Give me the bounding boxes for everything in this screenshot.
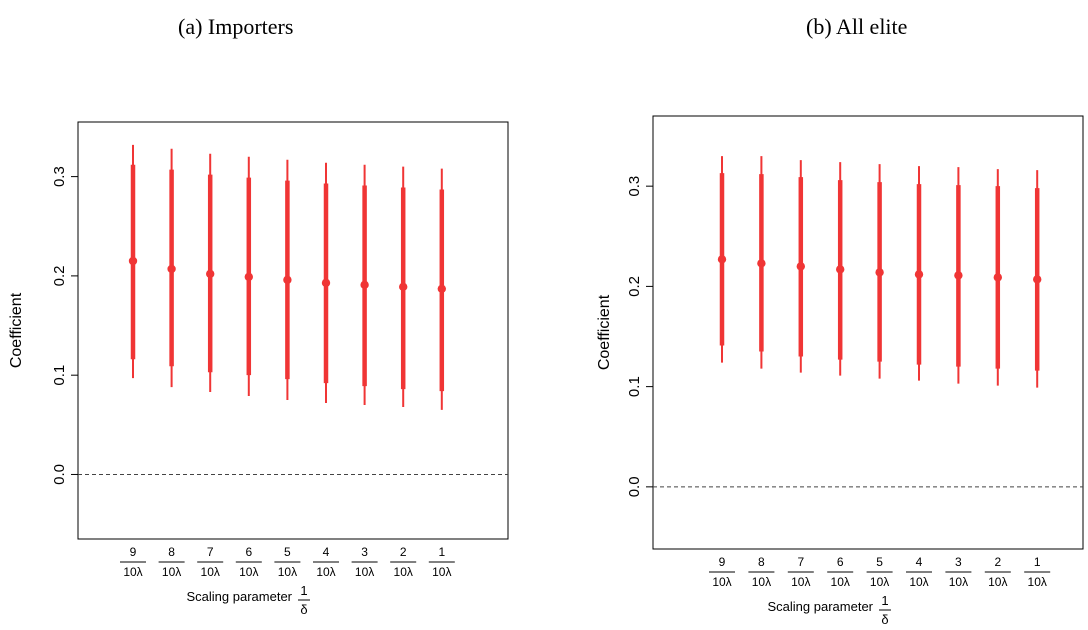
chart-b-point xyxy=(796,262,805,271)
chart-a-point xyxy=(206,269,215,279)
chart-a-xtick-den: 10λ xyxy=(162,565,181,579)
chart-b-xtick-den: 10λ xyxy=(909,575,928,589)
chart-a-xtick-num: 6 xyxy=(245,545,252,559)
chart-a-xtick-den: 10λ xyxy=(239,565,258,579)
chart-a-point xyxy=(244,272,253,282)
chart-b-point xyxy=(954,271,963,280)
chart-a-point xyxy=(283,275,292,285)
chart-a-point xyxy=(437,284,446,293)
chart-a-xlabel-num: 1 xyxy=(300,583,307,598)
chart-a-ylabel: Coefficient xyxy=(8,292,25,368)
chart-b-point xyxy=(717,255,727,264)
chart-a-xtick-num: 2 xyxy=(400,545,407,559)
chart-b-xlabel-den: δ xyxy=(881,612,888,627)
chart-a-plot-frame xyxy=(77,121,509,540)
chart-a-point xyxy=(399,282,408,292)
chart-a-xtick-num: 8 xyxy=(168,545,175,559)
chart-a-ytick-label: 0.0 xyxy=(51,464,68,485)
chart-a-xtick-den: 10λ xyxy=(201,565,220,579)
chart-a-xtick-den: 10λ xyxy=(316,565,335,579)
chart-b-point xyxy=(836,265,845,274)
chart-b-xtick-num: 8 xyxy=(758,555,765,569)
chart-a-title: (a) Importers xyxy=(178,14,294,39)
chart-b-xtick-den: 10λ xyxy=(1028,575,1047,589)
chart-b-xtick-den: 10λ xyxy=(831,575,850,589)
chart-b-title: (b) All elite xyxy=(806,14,908,39)
chart-a-xtick-den: 10λ xyxy=(432,565,451,579)
chart-b: 0.0 0.1 0.2 0.3 Coefficient 9 10λ 8 10λ 7 10λ 6 10λ 5… xyxy=(596,115,1084,627)
chart-b-xtick-den: 10λ xyxy=(988,575,1007,589)
chart-a-xtick-den: 10λ xyxy=(278,565,297,579)
chart-b-xtick-num: 2 xyxy=(994,555,1001,569)
chart-a-ytick-label: 0.3 xyxy=(51,166,68,187)
chart-b-xtick-den: 10λ xyxy=(870,575,889,589)
chart-a-point xyxy=(128,256,138,266)
chart-b-xtick-den: 10λ xyxy=(949,575,968,589)
chart-a-xlabel: Scaling parameter xyxy=(187,589,293,604)
chart-b-xtick-num: 5 xyxy=(876,555,883,569)
chart-a-ytick-label: 0.2 xyxy=(51,265,68,286)
chart-b-xtick-num: 4 xyxy=(916,555,923,569)
chart-b-xtick-den: 10λ xyxy=(712,575,731,589)
chart-b-point xyxy=(993,273,1002,282)
chart-a: 0.0 0.1 0.2 0.3 Coefficient 9 10λ 8 10λ 7 10λ 6 10λ 5… xyxy=(8,121,509,617)
chart-b-xtick-num: 3 xyxy=(955,555,962,569)
chart-b-xtick-num: 1 xyxy=(1034,555,1041,569)
chart-b-xlabel-num: 1 xyxy=(881,593,888,608)
chart-b-xtick-den: 10λ xyxy=(791,575,810,589)
chart-a-xtick-den: 10λ xyxy=(123,565,142,579)
chart-b-point xyxy=(757,259,766,268)
chart-a-xtick-den: 10λ xyxy=(355,565,374,579)
chart-b-xtick-num: 9 xyxy=(719,555,726,569)
chart-b-xtick-den: 10λ xyxy=(752,575,771,589)
chart-a-xtick-num: 1 xyxy=(438,545,445,559)
chart-a-xtick-num: 9 xyxy=(130,545,137,559)
chart-a-point xyxy=(360,280,369,290)
chart-b-xtick-num: 7 xyxy=(797,555,804,569)
chart-a-xlabel-den: δ xyxy=(300,602,307,617)
chart-a-xtick-num: 4 xyxy=(323,545,330,559)
chart-b-xtick-num: 6 xyxy=(837,555,844,569)
chart-a-xtick-den: 10λ xyxy=(394,565,413,579)
chart-a-point xyxy=(321,278,331,288)
chart-a-point xyxy=(167,264,176,274)
chart-b-ytick-label: 0.0 xyxy=(626,476,643,497)
chart-b-ytick-label: 0.2 xyxy=(626,276,643,297)
chart-a-xtick-num: 7 xyxy=(207,545,214,559)
chart-b-ytick-label: 0.1 xyxy=(626,376,643,397)
chart-a-xtick-num: 5 xyxy=(284,545,291,559)
chart-b-point xyxy=(1033,275,1042,284)
chart-a-xtick-num: 3 xyxy=(361,545,368,559)
chart-b-point xyxy=(875,268,884,277)
chart-b-plot-frame xyxy=(652,115,1084,550)
chart-b-ylabel: Coefficient xyxy=(596,294,613,370)
chart-b-ytick-label: 0.3 xyxy=(626,176,643,197)
chart-b-point xyxy=(914,270,924,279)
chart-a-ytick-label: 0.1 xyxy=(51,365,68,386)
chart-b-xlabel: Scaling parameter xyxy=(768,599,874,614)
